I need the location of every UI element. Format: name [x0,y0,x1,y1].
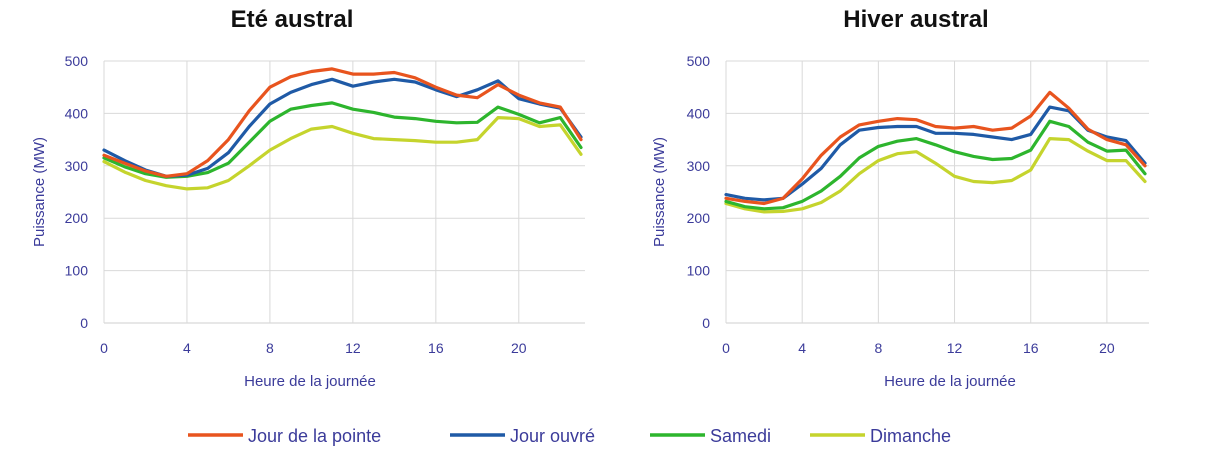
x-tick-label: 4 [798,340,806,356]
legend-label: Dimanche [870,426,951,446]
x-tick-label: 0 [100,340,108,356]
x-tick-label: 20 [1099,340,1115,356]
chart-panel-2: Hiver austral 0 100 200 300 400 500 0 4 8 12 16 20 He… [651,6,1149,390]
legend: Jour de la pointe Jour ouvré Samedi Dimanch… [188,426,951,446]
legend-item: Samedi [650,426,771,446]
x-tick-label: 8 [266,340,274,356]
chart-title: Eté austral [231,6,354,33]
legend-item: Jour ouvré [450,426,595,446]
x-tick-label: 0 [722,340,730,356]
y-tick-label: 300 [65,158,89,174]
x-axis-label: Heure de la journée [884,373,1016,390]
y-tick-label: 200 [65,210,89,226]
series-line-dimanche [724,137,1147,214]
series-line-samedi [724,119,1147,211]
series-line-jour-de-la-pointe [102,67,583,178]
x-tick-label: 20 [511,340,527,356]
y-axis-label: Puissance (MW) [31,137,48,247]
x-tick-label: 8 [874,340,882,356]
legend-label: Samedi [710,426,771,446]
legend-item: Jour de la pointe [188,426,381,446]
y-tick-label: 400 [687,105,711,121]
x-tick-label: 16 [1023,340,1039,356]
x-tick-label: 12 [947,340,963,356]
series-line-dimanche [102,115,583,191]
y-tick-label: 500 [65,53,89,69]
y-axis-label: Puissance (MW) [651,137,668,247]
series-line-jour-ouvr- [102,77,583,178]
y-tick-label: 0 [702,315,710,331]
x-axis-label: Heure de la journée [244,373,376,390]
x-tick-label: 4 [183,340,191,356]
y-tick-label: 300 [687,158,711,174]
y-tick-label: 100 [687,263,711,279]
legend-label: Jour de la pointe [248,426,381,446]
x-tick-label: 16 [428,340,444,356]
legend-label: Jour ouvré [510,426,595,446]
y-tick-label: 0 [80,315,88,331]
chart-panel-1: Eté austral 0 100 200 300 400 500 0 4 8 12 16 20 Heur… [31,6,585,390]
y-tick-label: 100 [65,263,89,279]
legend-item: Dimanche [810,426,951,446]
x-tick-label: 12 [345,340,361,356]
y-tick-label: 500 [687,53,711,69]
y-tick-label: 200 [687,210,711,226]
series-line-jour-de-la-pointe [724,90,1147,206]
chart-title: Hiver austral [843,6,988,33]
y-tick-label: 400 [65,105,89,121]
